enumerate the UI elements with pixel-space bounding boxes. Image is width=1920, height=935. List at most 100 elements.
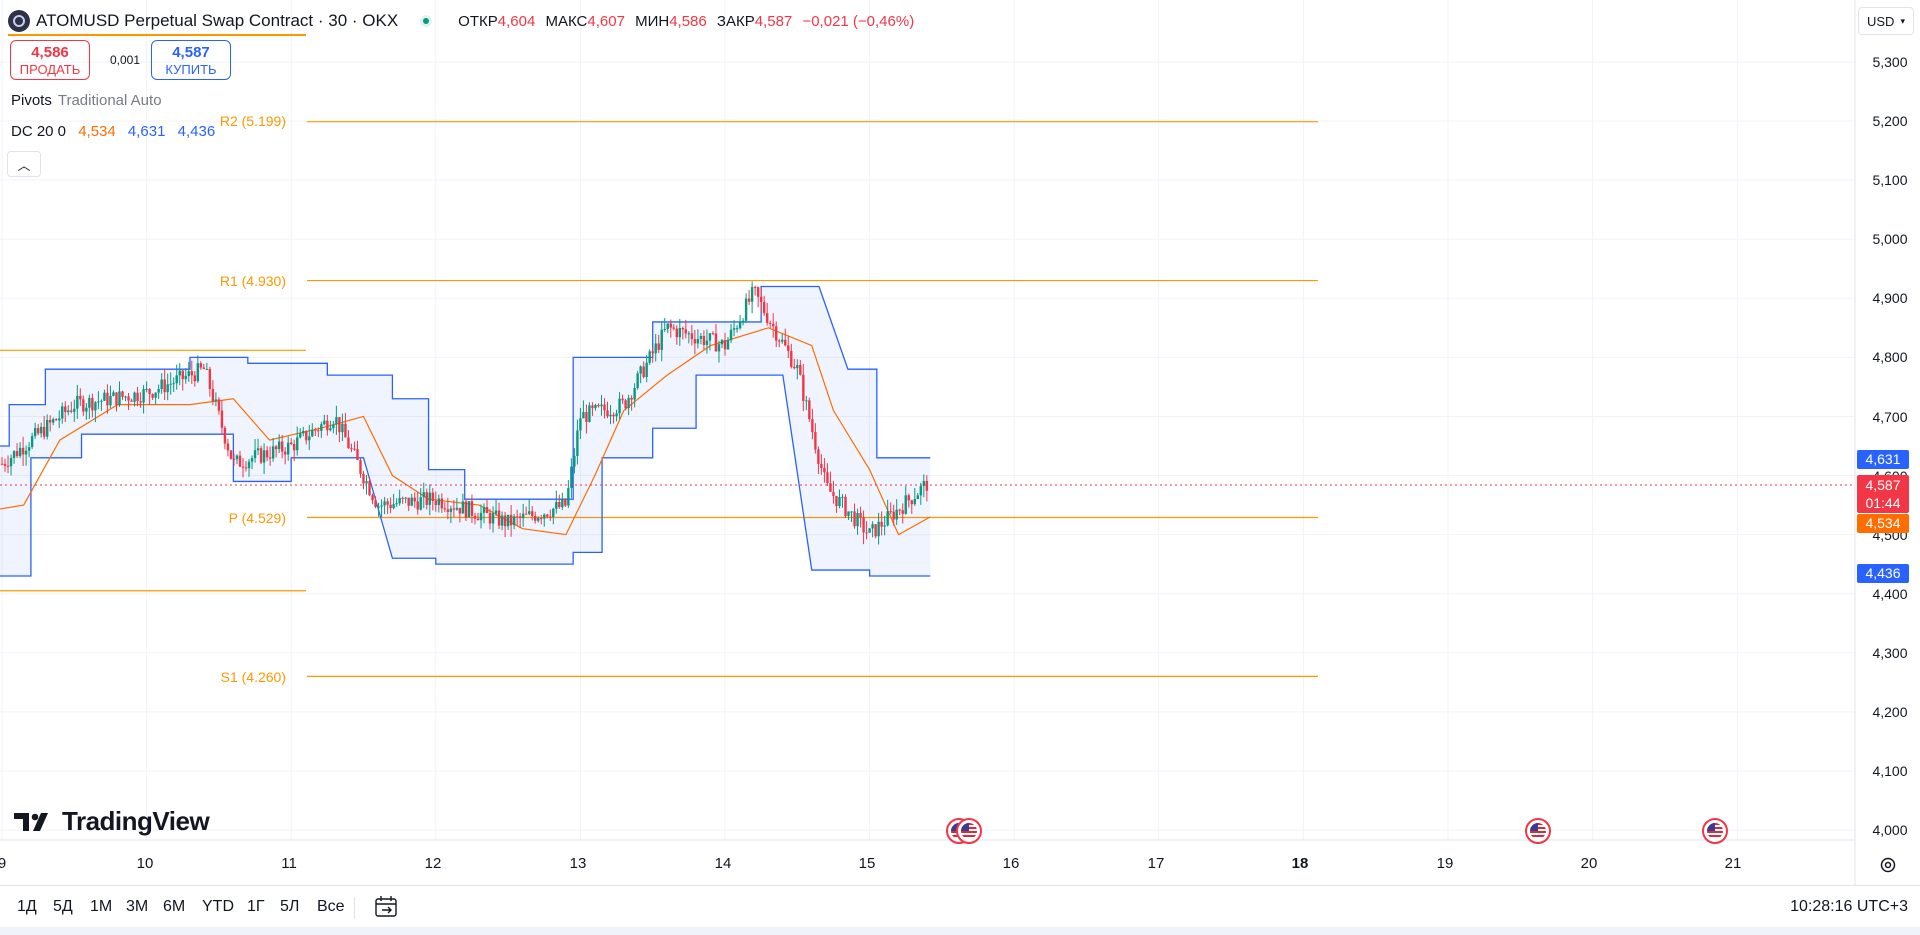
candle-body xyxy=(259,448,263,463)
candle-body xyxy=(64,406,67,413)
donchian-legend[interactable]: DC 20 0 4,534 4,631 4,436 xyxy=(11,123,215,140)
candle-body xyxy=(467,501,471,518)
donchian-channel xyxy=(0,285,931,577)
candle-body xyxy=(847,511,850,516)
title-underline xyxy=(8,34,306,36)
candle-body xyxy=(567,487,570,506)
candle-body xyxy=(100,400,103,402)
candle-body xyxy=(588,405,591,422)
candle-body xyxy=(796,365,799,369)
range-button-6m[interactable]: 6М xyxy=(163,898,186,915)
chevron-down-icon: ▾ xyxy=(1900,15,1905,26)
candle-body xyxy=(148,388,151,395)
collapse-legend-button[interactable]: ︿ xyxy=(7,151,41,177)
candle-body xyxy=(612,414,615,417)
sell-button[interactable]: 4,586 ПРОДАТЬ xyxy=(10,40,90,80)
candle-body xyxy=(802,374,805,401)
high-value: 4,607 xyxy=(587,12,625,30)
tradingview-logo[interactable]: TradingView xyxy=(14,806,210,837)
candle-body xyxy=(702,336,706,345)
candle-body xyxy=(925,480,929,491)
us-event-icon[interactable] xyxy=(956,818,982,844)
candle-body xyxy=(440,498,444,509)
time-axis-label: 18 xyxy=(1291,855,1309,872)
candle-body xyxy=(61,406,64,419)
candle-body xyxy=(118,391,121,406)
range-button-1m[interactable]: 1М xyxy=(90,898,113,915)
candle-body xyxy=(561,498,564,508)
market-status-icon[interactable] xyxy=(420,15,433,27)
candle-body xyxy=(615,413,618,417)
candle-body xyxy=(621,398,624,401)
candle-body xyxy=(642,366,645,378)
time-axis-label: 11 xyxy=(281,855,297,872)
candle-body xyxy=(874,524,877,537)
range-button-1d[interactable]: 1Д xyxy=(17,898,37,915)
ohlc-values: ОТКР4,604 МАКС4,607 МИН4,586 ЗАКР4,587 −… xyxy=(452,13,914,30)
sell-price: 4,586 xyxy=(31,44,69,61)
range-button-all[interactable]: Все xyxy=(317,898,345,915)
candle-body xyxy=(398,497,401,504)
candle-body xyxy=(97,401,100,403)
candle-body xyxy=(527,511,531,514)
symbol-title[interactable]: ATOMUSD Perpetual Swap Contract · 30 · O… xyxy=(36,11,399,30)
candle-body xyxy=(175,375,178,384)
candle-body xyxy=(39,426,43,434)
range-button-5d[interactable]: 5Д xyxy=(53,898,73,915)
candle-body xyxy=(55,419,58,421)
time-axis-label: 21 xyxy=(1724,855,1742,872)
candle-body xyxy=(347,437,350,449)
candle-body xyxy=(308,436,311,441)
candle-body xyxy=(139,401,142,403)
candle-body xyxy=(377,506,380,508)
candle-body xyxy=(184,375,187,380)
time-axis-label: 15 xyxy=(858,855,876,872)
candle-body xyxy=(226,443,230,451)
candle-body xyxy=(79,395,82,400)
bar-countdown: 01:44 xyxy=(1865,495,1901,511)
candle-body xyxy=(124,396,127,398)
candle-body xyxy=(648,351,651,363)
candle-body xyxy=(127,396,130,401)
dc-name: DC 20 0 xyxy=(11,123,67,140)
candle-body xyxy=(579,418,582,431)
buy-button[interactable]: 4,587 КУПИТЬ xyxy=(151,40,231,80)
candle-body xyxy=(422,492,425,498)
symbol-header: ATOMUSD Perpetual Swap Contract · 30 · O… xyxy=(8,8,914,34)
us-event-icon[interactable] xyxy=(1525,818,1551,844)
candle-body xyxy=(546,514,549,517)
candle-body xyxy=(645,362,648,378)
us-event-icon[interactable] xyxy=(1702,818,1728,844)
range-button-3m[interactable]: 3М xyxy=(126,898,149,915)
candle-body xyxy=(919,485,923,496)
candle-body xyxy=(109,395,112,406)
candle-body xyxy=(817,449,820,464)
last-price-tag: 4,587 01:44 xyxy=(1857,475,1909,513)
candle-body xyxy=(434,500,437,506)
currency-selector[interactable]: USD ▾ xyxy=(1858,7,1914,35)
candle-body xyxy=(775,326,778,341)
candle-body xyxy=(341,423,344,433)
candle-body xyxy=(868,528,871,533)
settings-icon[interactable] xyxy=(1878,855,1898,875)
candle-body xyxy=(744,298,748,321)
candle-body xyxy=(317,430,320,432)
candle-body xyxy=(419,497,422,510)
candle-body xyxy=(805,400,808,402)
candle-body xyxy=(558,501,561,508)
candle-body xyxy=(479,512,483,521)
range-button-1y[interactable]: 1Г xyxy=(247,898,265,915)
candle-body xyxy=(241,466,245,468)
candle-body xyxy=(286,442,290,455)
clock-timezone[interactable]: 10:28:16 UTC+3 xyxy=(1790,898,1908,915)
go-to-date-icon[interactable] xyxy=(372,894,402,920)
range-button-ytd[interactable]: YTD xyxy=(202,898,234,915)
candle-body xyxy=(458,507,462,514)
candle-body xyxy=(549,516,552,518)
candle-body xyxy=(181,370,184,380)
pivots-legend[interactable]: Pivots Traditional Auto xyxy=(11,92,162,109)
candle-body xyxy=(163,379,166,393)
range-button-5y[interactable]: 5Л xyxy=(280,898,300,915)
candle-body xyxy=(443,508,447,510)
